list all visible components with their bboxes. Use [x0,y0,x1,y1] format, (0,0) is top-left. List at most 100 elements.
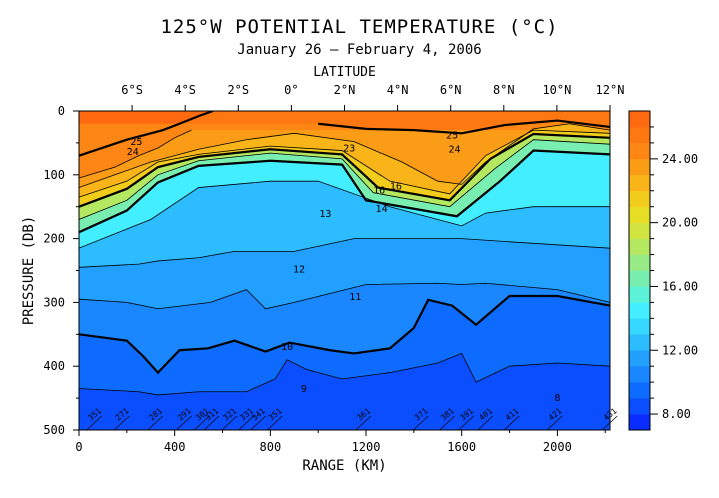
colorbar-tick-label: 16.00 [662,279,698,293]
station-tick [147,415,163,431]
colorbar-swatch [629,126,650,144]
colorbar-swatch [629,382,650,399]
lat-tick-label: 4°N [387,83,409,97]
x-tick-label: 1600 [447,440,476,454]
colorbar-swatch [629,238,650,255]
colorbar-swatch [629,142,650,160]
chart-subtitle: January 26 – February 4, 2006 [237,42,482,58]
station-tick [503,415,520,431]
contour-label: 25 [446,131,458,142]
station-tick [203,415,220,431]
station-tick [413,415,429,431]
isotherm-15 [79,149,610,234]
colorbar-swatch [629,206,650,223]
isotherm-12 [79,238,610,268]
lat-tick-label: 12°N [596,83,625,97]
station-tick [114,415,130,431]
station-tick [355,415,372,431]
chart-title: 125°W POTENTIAL TEMPERATURE (°C) [160,16,559,38]
y-tick-label: 100 [43,168,65,182]
contour-label: 16 [390,182,402,193]
y-tick-label: 500 [43,423,65,437]
x-tick-label: 400 [164,440,186,454]
contour-label: 10 [281,342,293,353]
lat-tick-label: 4°S [174,83,196,97]
x-axis-label: RANGE (KM) [302,458,386,474]
colorbar-swatch [629,318,650,335]
axes: 0 400 800 1200 1600 2000 0 100 200 300 400 500 6°S 4°… [21,65,624,474]
station-tick [176,415,192,431]
colorbar-swatch [629,254,650,271]
lat-tick-label: 8°N [493,83,515,97]
station-tick [221,415,238,431]
colorbar-tick-label: 24.00 [662,152,698,166]
lat-tick-label: 0° [284,83,298,97]
lat-tick-label: 10°N [542,83,571,97]
x-tick-label: 2000 [543,440,572,454]
isotherm-13 [79,180,610,249]
contour-label: 14 [376,204,388,215]
colorbar-swatch [629,222,650,239]
y-tick-label: 300 [43,295,65,309]
y-axis-label: PRESSURE (DB) [21,216,37,326]
station-tick [546,415,563,431]
x-tick-label: 0 [75,440,82,454]
isotherm-lines [79,111,610,396]
temperature-band-9 [79,353,610,430]
station-tick [86,415,103,431]
isotherm-22 [79,129,610,198]
colorbar-swatch [629,174,650,192]
station-tick [250,415,266,431]
contour-label: 24 [127,147,139,158]
station-tick [194,415,210,431]
colorbar-swatch [629,366,650,383]
contour-label: 25 [130,137,142,148]
colorbar-swatch [629,398,650,415]
isotherm-9 [79,352,610,396]
colorbar: 8.00 12.00 16.00 20.00 24.00 [628,110,698,431]
colorbar-swatch [629,286,650,303]
station-tick [238,415,254,431]
colorbar-swatch [629,334,650,351]
isotherm-25 [79,111,214,157]
isotherm-10 [79,294,610,375]
colorbar-swatch [629,270,650,287]
x-tick-label: 800 [260,440,282,454]
colorbar-swatch [629,190,650,207]
colorbar-swatch [629,414,650,431]
isotherm-20 [79,132,610,208]
y-tick-label: 400 [43,359,65,373]
lat-tick-label: 2°S [227,83,249,97]
contour-label: 16 [373,185,385,196]
lat-tick-label: 6°S [121,83,143,97]
contour-label: 9 [301,384,307,395]
contour-label: 12 [293,265,305,276]
contour-label: 23 [343,143,355,154]
isotherm-11 [79,282,610,310]
colorbar-tick-label: 12.00 [662,343,698,357]
contour-label: 11 [349,292,361,303]
colorbar-swatch [629,302,650,319]
x-tick-label: 1200 [352,440,381,454]
y-tick-label: 200 [43,232,65,246]
temperature-field [79,111,610,430]
isotherm-24 [79,129,192,179]
lat-tick-label: 2°N [334,83,356,97]
isotherm-17 [79,139,610,220]
colorbar-tick-label: 8.00 [662,407,691,421]
contour-label: 24 [449,145,461,156]
y-tick-label: 0 [58,104,65,118]
isotherm-25 [318,119,610,135]
contour-label: 13 [319,209,331,220]
colorbar-tick-label: 20.00 [662,216,698,230]
colorbar-swatch [629,350,650,367]
top-axis-label: LATITUDE [313,65,376,80]
station-tick [477,415,494,431]
station-tick [439,415,455,431]
station-tick [458,415,474,431]
colorbar-swatch [629,111,650,128]
lat-tick-label: 6°N [440,83,462,97]
